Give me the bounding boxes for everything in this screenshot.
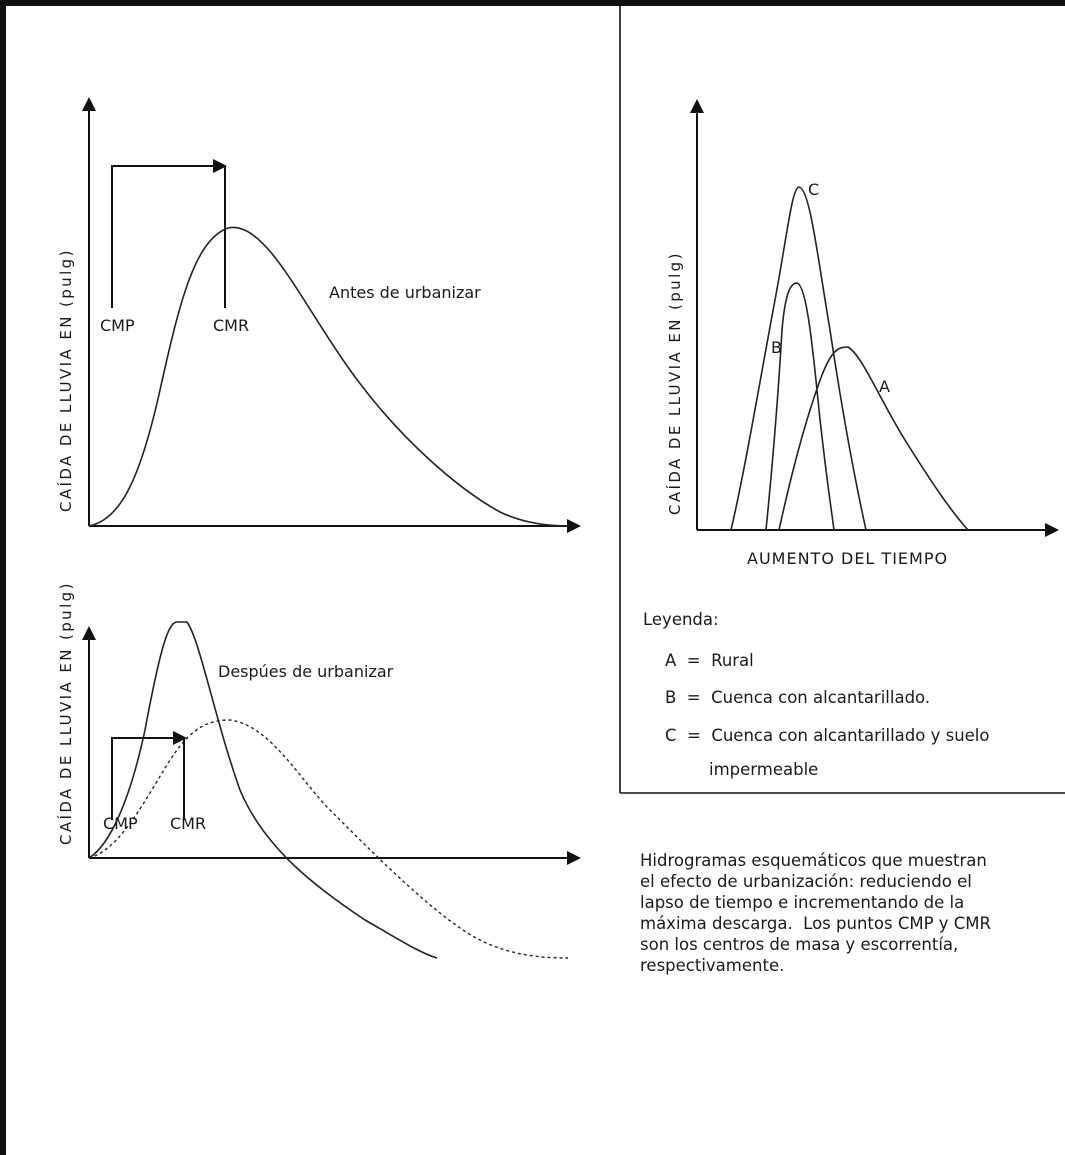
post-urbanization-curve xyxy=(88,621,438,959)
legend-item-c: C = Cuenca con alcantarillado y suelo xyxy=(665,726,989,745)
cmp-cmr-arrow xyxy=(111,159,227,308)
x-axis-label: AUMENTO DEL TIEMPO xyxy=(747,549,948,568)
legend-item-a: A = Rural xyxy=(665,651,754,670)
legend: Leyenda: A = Rural B = Cuenca con alcant… xyxy=(643,610,989,779)
caption-line-2: el efecto de urbanización: reduciendo el xyxy=(640,872,972,891)
cmp-label: CMP xyxy=(100,316,135,335)
y-axis-label: CAÍDA DE LLUVIA EN (pulg) xyxy=(665,251,684,515)
cmr-label: CMR xyxy=(213,316,249,335)
panel-title: Despúes de urbanizar xyxy=(218,662,394,681)
figure-caption: Hidrogramas esquemáticos que muestran el… xyxy=(640,851,991,975)
caption-line-5: son los centros de masa y escorrentía, xyxy=(640,935,958,954)
panel-title: Antes de urbanizar xyxy=(329,283,481,302)
panel-before-urbanization: CAÍDA DE LLUVIA EN (pulg) CMP CMR Antes … xyxy=(56,97,581,533)
caption-line-4: máxima descarga. Los puntos CMP y CMR xyxy=(640,914,991,933)
legend-item-c-continuation: impermeable xyxy=(709,760,818,779)
panel-comparison-hydrographs: CAÍDA DE LLUVIA EN (pulg) AUMENTO DEL TI… xyxy=(665,99,1059,568)
cmr-label: CMR xyxy=(170,814,206,833)
curve-c xyxy=(730,186,867,531)
caption-line-3: lapso de tiempo e incrementando de la xyxy=(640,893,964,912)
panel-after-urbanization: CAÍDA DE LLUVIA EN (pulg) CMP CMR Despúe… xyxy=(56,581,581,959)
curve-a xyxy=(778,346,969,531)
cmp-label: CMP xyxy=(103,814,138,833)
legend-heading: Leyenda: xyxy=(643,610,719,629)
curve-a-label: A xyxy=(879,377,890,396)
pre-urbanization-dashed-curve xyxy=(88,719,569,959)
legend-item-b: B = Cuenca con alcantarillado. xyxy=(665,688,930,707)
caption-line-6: respectivamente. xyxy=(640,956,784,975)
curve-c-label: C xyxy=(808,180,819,199)
curve-b xyxy=(765,282,835,531)
curve-b-label: B xyxy=(771,338,782,357)
cmp-cmr-arrow xyxy=(111,731,187,820)
caption-line-1: Hidrogramas esquemáticos que muestran xyxy=(640,851,987,870)
y-axis-label: CAÍDA DE LLUVIA EN (pulg) xyxy=(56,248,75,512)
y-axis-label: CAÍDA DE LLUVIA EN (pulg) xyxy=(56,581,75,845)
runoff-curve xyxy=(88,226,569,527)
